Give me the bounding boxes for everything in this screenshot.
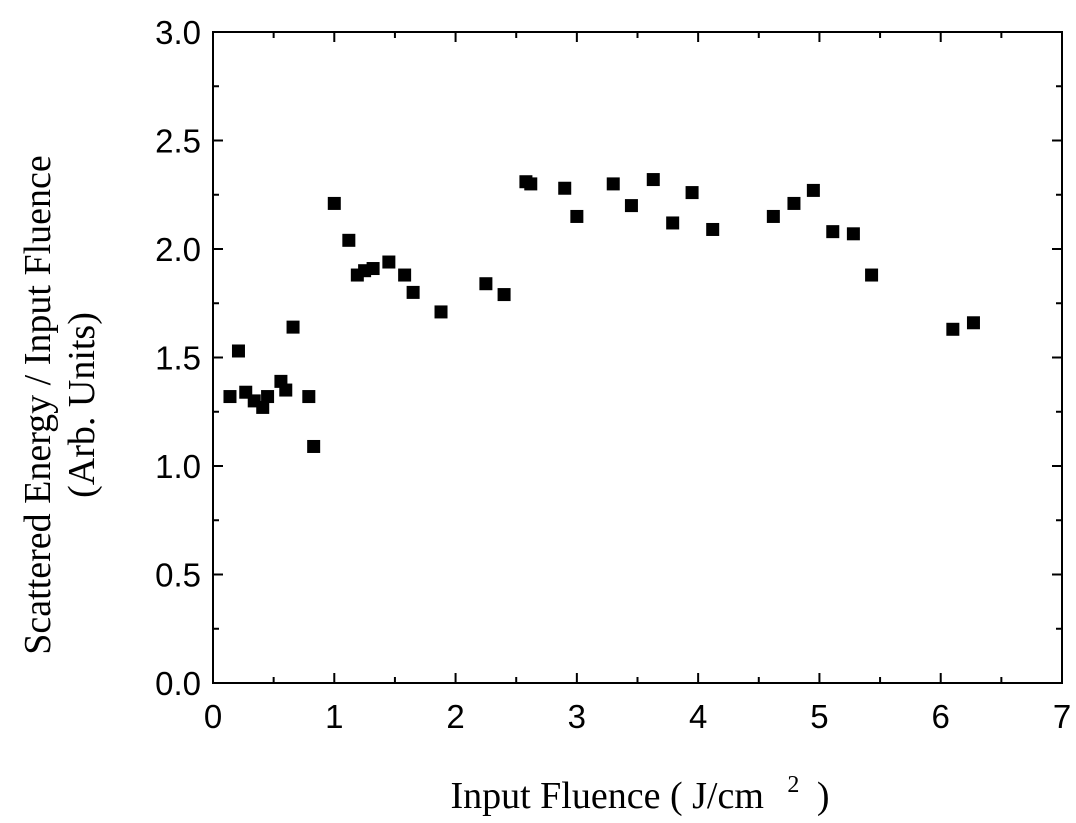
y-axis-title-line1: Scattered Energy / Input Fluence — [17, 155, 59, 654]
data-point — [806, 183, 820, 197]
data-point — [327, 196, 341, 210]
axes — [212, 31, 1063, 684]
y-tick-label: 0.0 — [155, 665, 201, 702]
data-point — [342, 233, 356, 247]
data-point — [646, 173, 660, 187]
y-axis-title: Scattered Energy / Input Fluence (Arb. U… — [17, 155, 103, 654]
x-tick-label: 1 — [325, 698, 343, 735]
data-point — [624, 199, 638, 213]
y-tick-label: 0.5 — [155, 557, 201, 594]
x-axis-title-superscript: 2 — [787, 772, 799, 798]
x-tick-labels: 0 1 2 3 4 5 6 7 — [204, 698, 1071, 735]
data-point — [966, 316, 980, 330]
data-point — [524, 177, 538, 191]
data-point — [307, 439, 321, 453]
data-point — [366, 262, 380, 276]
data-point — [826, 225, 840, 239]
x-tick-label: 0 — [204, 698, 222, 735]
data-point — [434, 305, 448, 319]
data-point — [865, 268, 879, 282]
x-tick-label: 2 — [446, 698, 464, 735]
y-axis-title-line2: (Arb. Units) — [61, 312, 103, 498]
y-tick-label: 2.5 — [155, 123, 201, 160]
y-tick-label: 1.0 — [155, 448, 201, 485]
data-point — [558, 181, 572, 195]
data-point — [666, 216, 680, 230]
data-point — [606, 177, 620, 191]
x-tick-label: 5 — [810, 698, 828, 735]
data-point — [398, 268, 412, 282]
data-point — [766, 209, 780, 223]
y-tick-label: 2.0 — [155, 231, 201, 268]
x-axis-title-text: Input Fluence ( J/cm — [450, 775, 763, 817]
plot-frame — [212, 31, 1063, 684]
x-tick-label: 6 — [932, 698, 950, 735]
data-point — [706, 222, 720, 236]
data-point — [479, 277, 493, 291]
y-tick-label: 1.5 — [155, 340, 201, 377]
y-tick-labels: 0.0 0.5 1.0 1.5 2.0 2.5 3.0 — [155, 14, 201, 702]
x-tick-label: 3 — [568, 698, 586, 735]
data-point — [846, 227, 860, 241]
ticks — [212, 31, 1063, 684]
data-point — [302, 390, 316, 404]
data-points — [223, 173, 980, 453]
data-point — [946, 322, 960, 336]
data-point — [256, 400, 270, 414]
x-axis-title: Input Fluence ( J/cm 2 ) — [450, 759, 829, 817]
data-point — [570, 209, 584, 223]
data-point — [223, 390, 237, 404]
data-point — [279, 383, 293, 397]
data-point — [382, 255, 396, 269]
data-point — [497, 288, 511, 302]
data-point — [787, 196, 801, 210]
x-tick-label: 7 — [1053, 698, 1071, 735]
data-point — [685, 186, 699, 200]
data-point — [261, 390, 275, 404]
x-tick-label: 4 — [689, 698, 707, 735]
x-axis-title-close: ) — [817, 775, 830, 817]
y-tick-label: 3.0 — [155, 14, 201, 51]
data-point — [231, 344, 245, 358]
data-point — [406, 285, 420, 299]
data-point — [286, 320, 300, 334]
